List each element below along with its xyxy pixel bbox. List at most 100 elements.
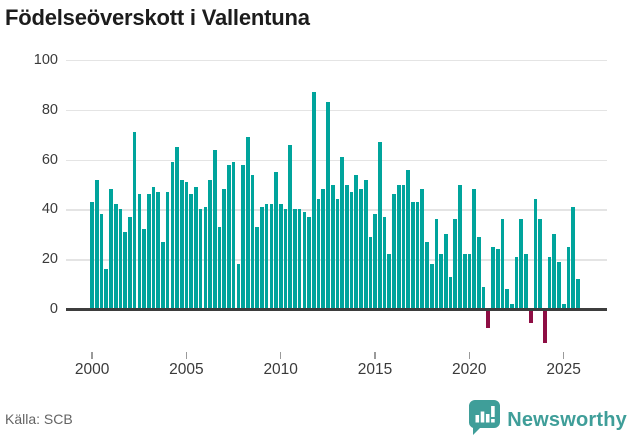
bar-2021K4	[500, 219, 505, 309]
bars-container	[90, 60, 590, 360]
bar-2018K3	[439, 254, 443, 309]
bar-2010K3	[288, 144, 293, 309]
x-tick-2025	[562, 352, 565, 359]
bar-2024K4	[557, 261, 561, 309]
bar-2017K3	[420, 189, 425, 309]
y-tick-label-100: 100	[33, 52, 58, 68]
bar-2000K3	[99, 214, 104, 309]
bar-2011K2	[302, 211, 307, 309]
newsworthy-logo: Newsworthy	[469, 400, 627, 439]
y-tick-label-40: 40	[41, 201, 58, 218]
x-tick-label-2000: 2000	[74, 361, 110, 378]
bar-2018K1	[429, 264, 434, 309]
bar-2006K4	[217, 226, 222, 309]
bar-2004K4	[179, 179, 184, 309]
plot-area: 0 20 40 60 80 100 2000 2005 2010 2015 2020 2025	[34, 52, 607, 380]
bar-2019K1	[448, 276, 453, 309]
bar-2020K1	[467, 254, 472, 309]
source-label: Källa: SCB	[5, 411, 73, 427]
bar-2000K1	[90, 201, 95, 309]
bar-2022K3	[514, 256, 519, 309]
bar-2012K4	[330, 184, 335, 309]
chart-title: Födelseöverskott i Vallentuna	[5, 5, 310, 30]
bar-2014K4	[368, 236, 373, 309]
x-tick-label-2005: 2005	[169, 361, 204, 378]
bar-2017K1	[410, 201, 415, 309]
bar-2007K1	[222, 189, 227, 309]
bar-2001K1	[109, 189, 113, 309]
bar-2024K1	[542, 310, 547, 343]
x-tick-2020	[468, 352, 471, 359]
bar-2021K1	[486, 310, 491, 329]
bar-2020K2	[472, 189, 476, 309]
bar-2004K1	[165, 191, 170, 309]
bar-2016K1	[392, 194, 396, 309]
x-tick-label-2020: 2020	[452, 361, 487, 378]
bar-2011K1	[297, 209, 302, 309]
bar-2018K2	[434, 219, 439, 309]
x-tick-2005	[185, 352, 188, 359]
bar-2023K4	[538, 219, 542, 309]
x-tick-2000	[91, 352, 93, 359]
bar-2009K1	[260, 206, 264, 309]
bar-2009K2	[264, 204, 269, 309]
bar-2019K2	[453, 219, 458, 309]
bar-2015K1	[373, 214, 377, 309]
bar-2002K4	[142, 229, 146, 309]
bar-2018K4	[443, 234, 448, 309]
x-axis-line	[66, 308, 607, 311]
bar-2013K4	[349, 191, 354, 309]
bar-2014K1	[354, 174, 359, 309]
x-tick-label-2010: 2010	[263, 361, 298, 378]
gridline-y-80	[66, 109, 607, 112]
bar-2025K4	[575, 279, 580, 309]
bar-2010K1	[278, 204, 283, 309]
bar-2016K3	[401, 184, 406, 309]
bar-2024K2	[547, 256, 552, 309]
bar-2012K2	[321, 189, 326, 309]
bar-2006K2	[208, 179, 212, 309]
bar-2012K1	[316, 199, 321, 309]
gridline-y-60	[66, 159, 607, 161]
bar-2005K2	[189, 194, 194, 309]
bar-2016K2	[396, 184, 401, 309]
bar-2001K2	[113, 204, 118, 309]
bar-2004K2	[170, 162, 175, 309]
bar-2019K3	[458, 184, 462, 309]
bar-2007K2	[227, 164, 231, 309]
bar-2013K1	[335, 199, 340, 309]
bar-2009K3	[269, 204, 274, 309]
bar-2023K3	[533, 199, 538, 309]
bar-2015K2	[377, 142, 382, 309]
x-tick-label-2025: 2025	[546, 361, 581, 378]
bar-2023K1	[524, 254, 528, 309]
bar-2015K4	[387, 254, 392, 309]
bar-2022K4	[519, 219, 524, 309]
bar-2008K4	[255, 226, 260, 309]
bar-2016K4	[406, 169, 410, 309]
newsworthy-logo-icon	[469, 400, 501, 439]
bar-2002K3	[137, 194, 142, 309]
bar-2003K3	[156, 191, 161, 309]
bar-2015K3	[382, 216, 387, 309]
bar-2008K2	[245, 137, 250, 309]
bar-2014K3	[363, 179, 368, 309]
bar-2025K2	[566, 246, 571, 309]
bar-2008K3	[250, 174, 255, 309]
bar-2012K3	[326, 102, 330, 309]
y-tick-label-60: 60	[41, 151, 58, 168]
bar-2010K4	[293, 209, 297, 309]
bar-2007K4	[236, 264, 241, 309]
bar-2003K2	[151, 186, 156, 309]
bar-2003K4	[161, 241, 165, 309]
bar-2013K2	[340, 157, 344, 309]
bar-2019K4	[462, 254, 467, 309]
bar-2020K3	[476, 236, 481, 309]
bar-2025K1	[561, 304, 566, 309]
bar-2001K4	[123, 231, 128, 309]
y-tick-label-20: 20	[41, 251, 58, 268]
bar-2004K3	[175, 147, 179, 309]
x-tick-label-2015: 2015	[357, 361, 393, 378]
x-tick-2010	[279, 352, 282, 359]
